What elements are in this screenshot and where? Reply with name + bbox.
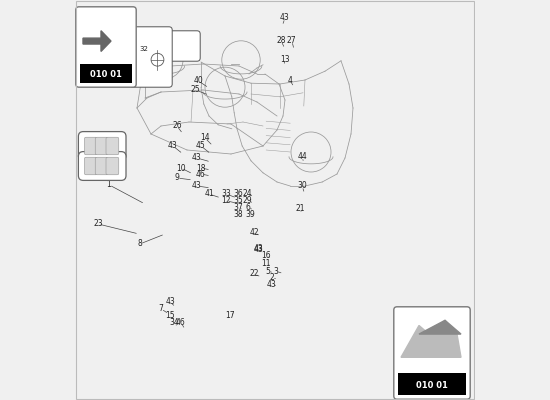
Text: 9: 9 bbox=[174, 174, 179, 182]
Text: 39: 39 bbox=[245, 210, 255, 219]
Text: 31: 31 bbox=[136, 38, 146, 46]
Text: 43: 43 bbox=[267, 280, 277, 289]
Text: 29: 29 bbox=[243, 196, 252, 205]
Text: 22: 22 bbox=[250, 270, 259, 278]
Text: 43: 43 bbox=[168, 142, 178, 150]
Text: 43: 43 bbox=[166, 298, 175, 306]
Text: 31: 31 bbox=[136, 38, 146, 46]
Text: 33: 33 bbox=[221, 190, 231, 198]
Text: 010 01: 010 01 bbox=[416, 381, 448, 390]
Polygon shape bbox=[401, 320, 461, 357]
Text: 13: 13 bbox=[280, 55, 290, 64]
Text: 17: 17 bbox=[226, 312, 235, 320]
Text: 43: 43 bbox=[192, 154, 202, 162]
Text: 19: 19 bbox=[81, 134, 91, 142]
FancyBboxPatch shape bbox=[79, 132, 126, 160]
Text: 8: 8 bbox=[138, 240, 142, 248]
Text: 35: 35 bbox=[233, 196, 243, 205]
Text: 46: 46 bbox=[176, 318, 186, 327]
Text: 43: 43 bbox=[254, 246, 263, 254]
FancyBboxPatch shape bbox=[95, 137, 108, 155]
FancyBboxPatch shape bbox=[84, 157, 97, 175]
Bar bbox=[398, 373, 466, 395]
FancyBboxPatch shape bbox=[106, 137, 119, 155]
FancyBboxPatch shape bbox=[76, 7, 136, 87]
Bar bbox=[80, 64, 132, 83]
Text: 16: 16 bbox=[261, 252, 271, 260]
Text: 5: 5 bbox=[265, 267, 270, 276]
Text: 27: 27 bbox=[287, 36, 296, 45]
Text: 41: 41 bbox=[204, 190, 214, 198]
Text: 7: 7 bbox=[158, 304, 163, 313]
FancyBboxPatch shape bbox=[394, 307, 470, 399]
Text: 45: 45 bbox=[196, 142, 206, 150]
Text: 14: 14 bbox=[200, 134, 210, 142]
Text: 18: 18 bbox=[196, 164, 206, 172]
Text: 3: 3 bbox=[273, 267, 278, 276]
Text: 34: 34 bbox=[169, 318, 179, 327]
Text: 43: 43 bbox=[254, 244, 263, 253]
Text: 2: 2 bbox=[270, 274, 274, 282]
Text: 15: 15 bbox=[166, 312, 175, 320]
Text: 28: 28 bbox=[276, 36, 286, 45]
Text: 10: 10 bbox=[176, 164, 186, 172]
Polygon shape bbox=[419, 320, 461, 334]
Text: 43: 43 bbox=[192, 182, 202, 190]
Text: 21: 21 bbox=[295, 204, 305, 213]
Text: 36: 36 bbox=[233, 190, 243, 198]
Text: 20: 20 bbox=[92, 134, 102, 142]
Text: 37: 37 bbox=[233, 204, 243, 212]
Text: 26: 26 bbox=[172, 122, 182, 130]
Text: 44: 44 bbox=[298, 152, 307, 161]
Text: 12: 12 bbox=[222, 196, 231, 205]
Polygon shape bbox=[83, 31, 111, 52]
Text: 43: 43 bbox=[280, 14, 290, 22]
Text: 010 01: 010 01 bbox=[90, 70, 122, 79]
Text: 32: 32 bbox=[139, 46, 148, 52]
Text: 46: 46 bbox=[196, 170, 206, 178]
Text: 32: 32 bbox=[176, 39, 186, 48]
FancyBboxPatch shape bbox=[79, 152, 126, 180]
Text: 40: 40 bbox=[194, 76, 203, 85]
FancyBboxPatch shape bbox=[95, 157, 108, 175]
Text: 42: 42 bbox=[249, 228, 259, 237]
Text: 4: 4 bbox=[288, 76, 293, 85]
Text: 6: 6 bbox=[245, 204, 250, 212]
FancyBboxPatch shape bbox=[106, 157, 119, 175]
FancyBboxPatch shape bbox=[84, 137, 97, 155]
Text: 11: 11 bbox=[261, 260, 271, 268]
Text: 1: 1 bbox=[107, 180, 111, 189]
Text: 24: 24 bbox=[243, 190, 252, 198]
Text: 23: 23 bbox=[94, 220, 103, 228]
FancyBboxPatch shape bbox=[166, 31, 200, 61]
Text: 38: 38 bbox=[233, 210, 243, 219]
Text: 25: 25 bbox=[191, 86, 201, 94]
FancyBboxPatch shape bbox=[130, 27, 172, 87]
Text: 30: 30 bbox=[298, 182, 307, 190]
